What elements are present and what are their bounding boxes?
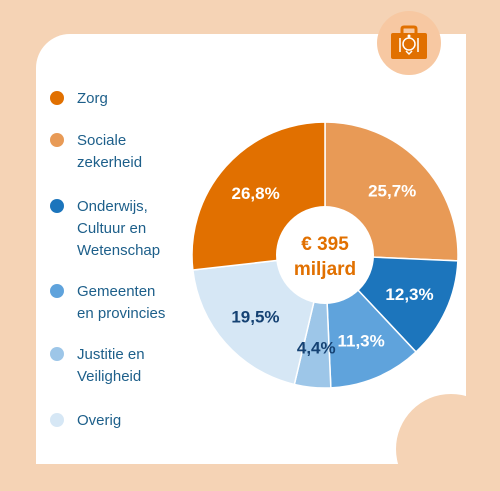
legend-swatch [50,91,64,105]
slice-data-label: 26,8% [232,184,280,203]
legend-label: Sociale zekerheid [77,132,143,171]
legend-label: Zorg [77,90,108,107]
center-label-amount: € 395 [301,234,349,255]
slice-data-label: 19,5% [231,308,279,327]
badge [377,11,441,75]
legend-item-gemeenten: Gemeenten en provincies [50,281,165,325]
legend-label: Justitie en Veiligheid [77,346,145,385]
center-label-unit: miljard [294,259,356,280]
legend-swatch [50,413,64,427]
legend-swatch [50,133,64,147]
government-coat-of-arms-icon [391,25,427,59]
donut-hole [276,206,374,304]
slice-data-label: 25,7% [368,182,416,201]
legend-swatch [50,199,64,213]
legend-swatch [50,347,64,361]
slice-data-label: 11,3% [337,332,384,351]
legend-item-justitie: Justitie en Veiligheid [50,344,145,388]
legend-item-zorg: Zorg [50,88,108,110]
legend-label: Onderwijs, Cultuur en Wetenschap [77,198,161,259]
legend-label: Gemeenten en provincies [77,283,166,322]
legend-item-sociale-zekerheid: Sociale zekerheid [50,130,142,174]
slice-data-label: 4,4% [297,339,336,358]
legend-label: Overig [77,412,122,429]
legend-item-onderwijs: Onderwijs, Cultuur en Wetenschap [50,196,160,262]
legend-item-overig: Overig [50,410,121,432]
slice-data-label: 12,3% [385,285,433,304]
legend-swatch [50,284,64,298]
